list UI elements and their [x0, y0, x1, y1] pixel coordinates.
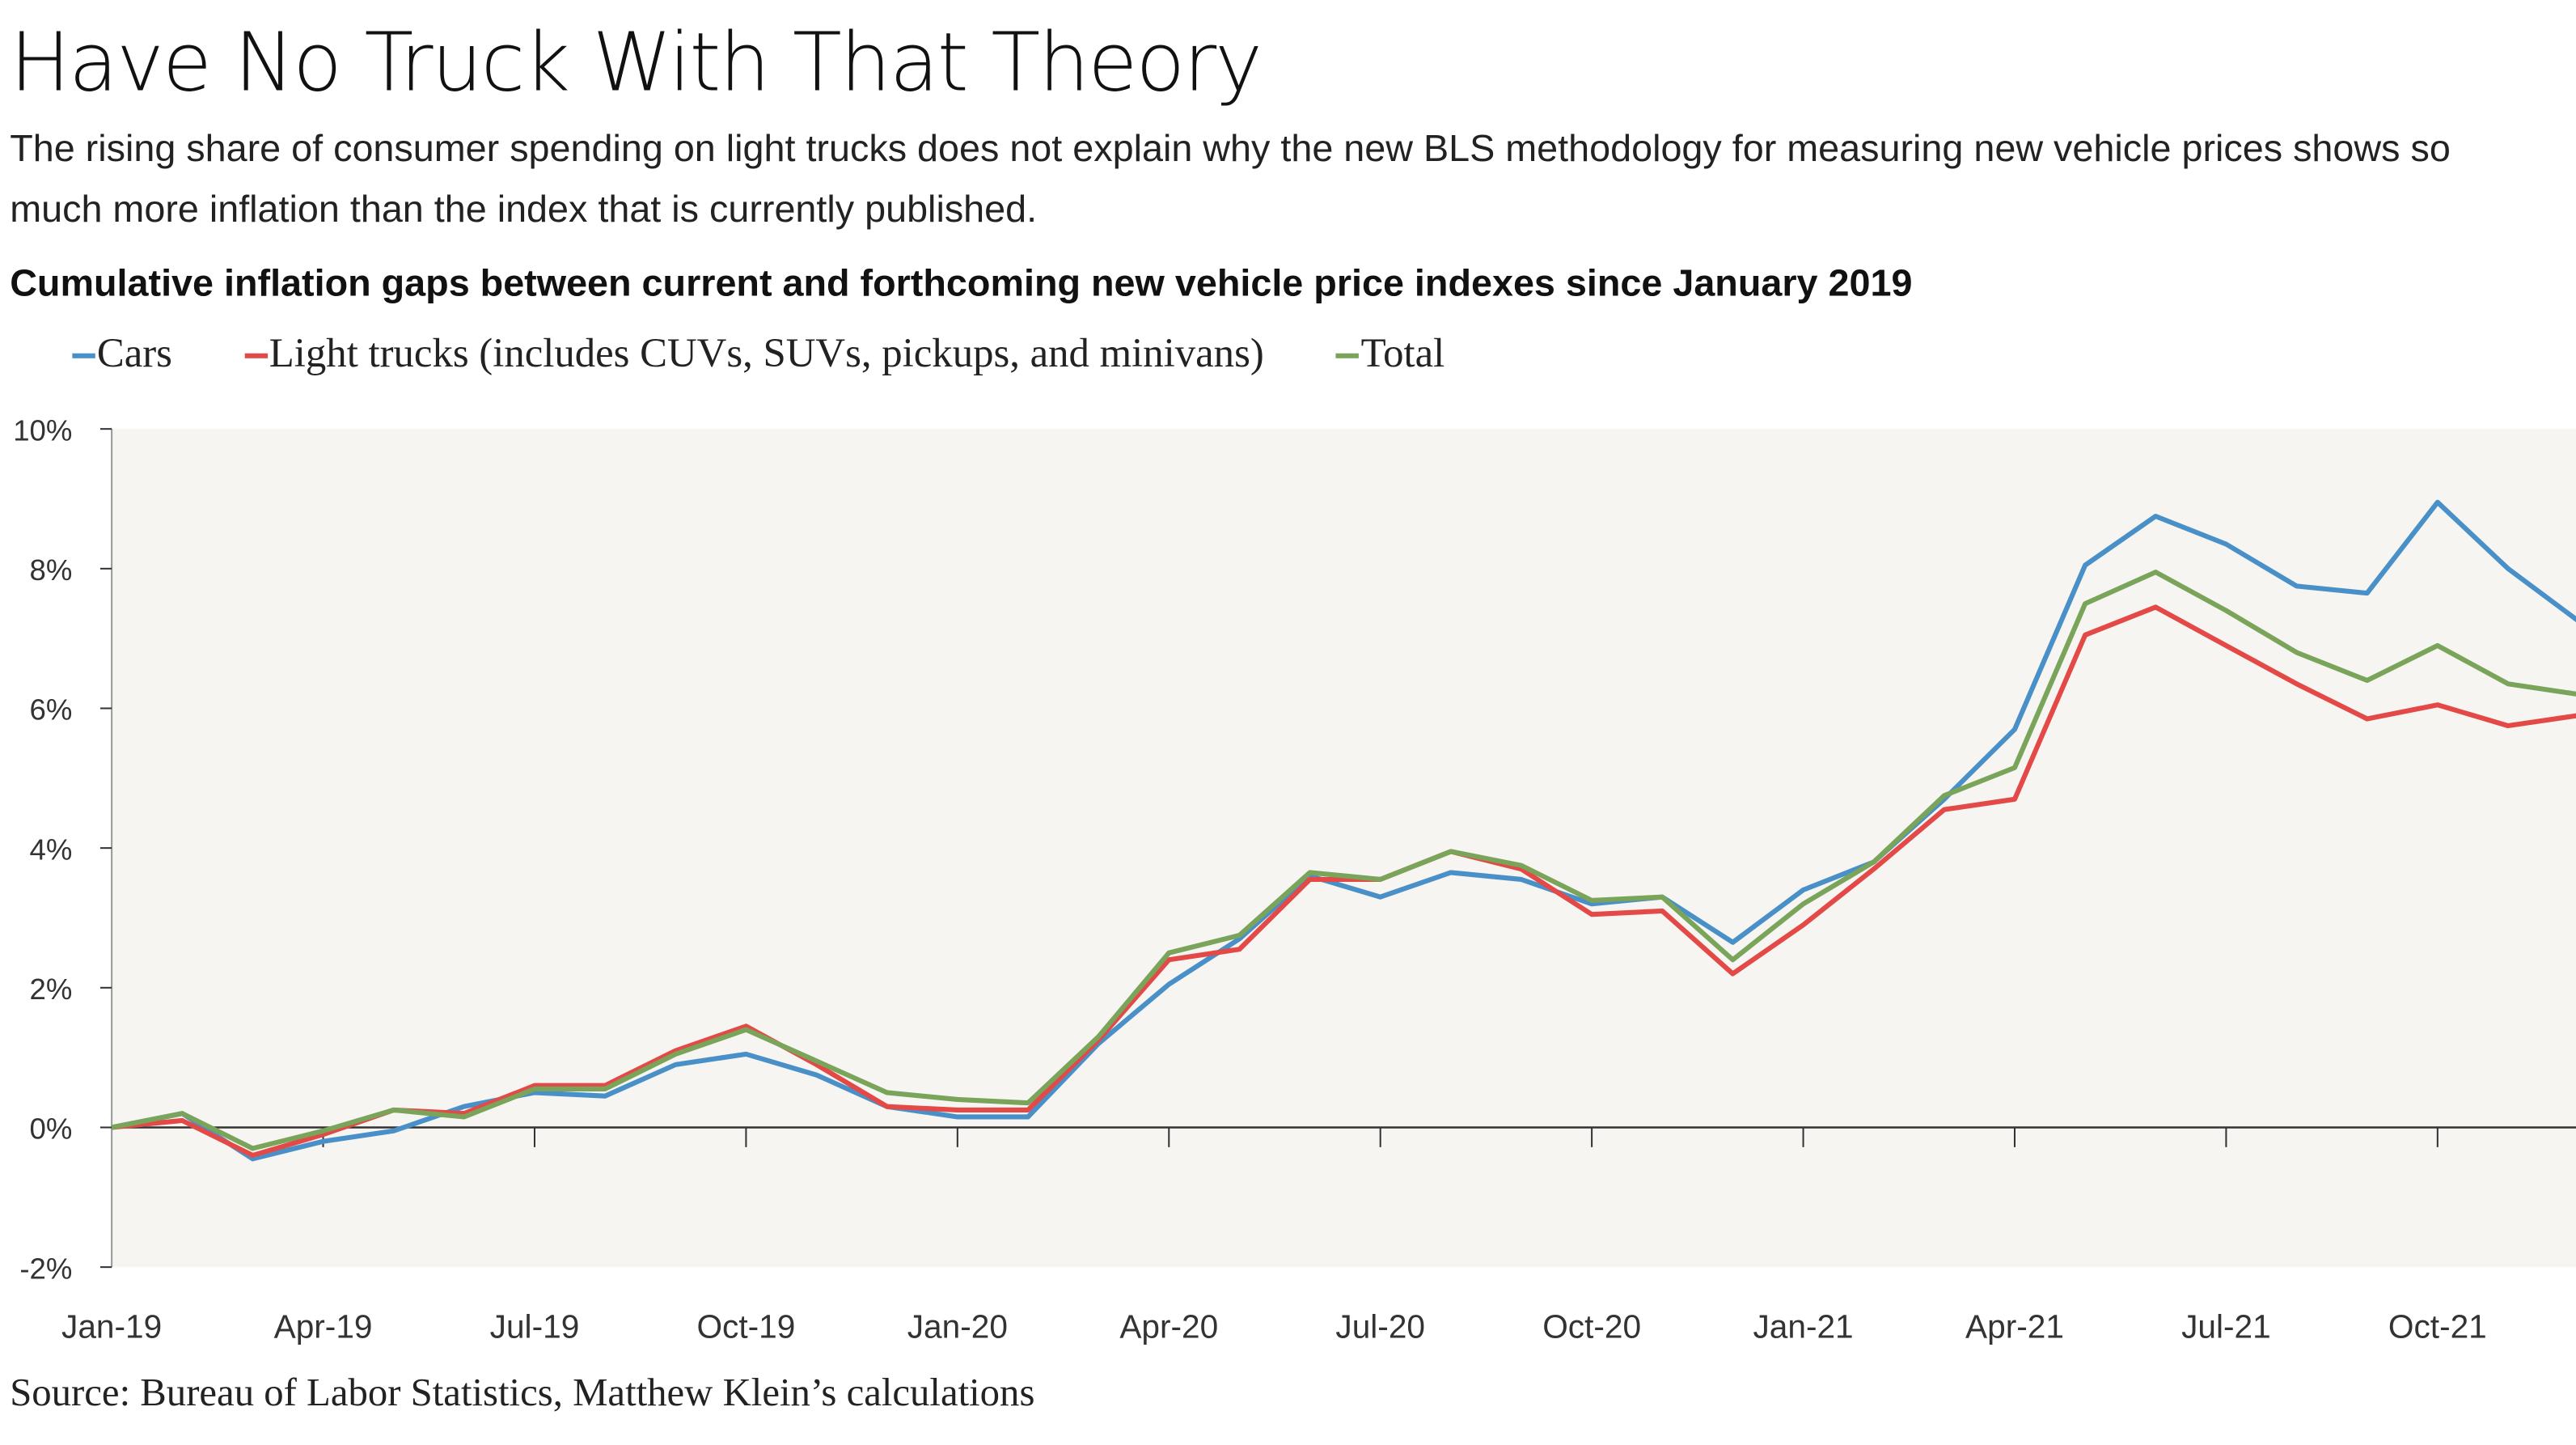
x-tick-label: Apr-20 — [1119, 1307, 1218, 1345]
x-tick-label: Apr-21 — [1965, 1307, 2064, 1345]
chart-title: Cumulative inflation gaps between curren… — [10, 261, 1913, 304]
legend: Cars Light trucks (includes CUVs, SUVs, … — [72, 332, 1445, 378]
series-line-total — [112, 570, 2576, 1151]
x-tick-label: Jan-21 — [1753, 1307, 1853, 1345]
x-tick-label: Oct-21 — [2388, 1307, 2487, 1345]
legend-item-trucks: Light trucks (includes CUVs, SUVs, picku… — [244, 332, 1264, 378]
y-tick-label: 8% — [30, 553, 73, 587]
x-tick-label: Jan-20 — [907, 1307, 1008, 1345]
legend-swatch-trucks — [244, 352, 268, 358]
x-tick-label: Apr-19 — [274, 1307, 373, 1345]
x-tick-label: Oct-19 — [696, 1307, 795, 1345]
x-tick-label: Oct-20 — [1542, 1307, 1641, 1345]
source-note: Source: Bureau of Labor Statistics, Matt… — [10, 1372, 1035, 1415]
legend-label: Total — [1360, 332, 1445, 377]
series-line-trucks — [112, 604, 2576, 1159]
x-tick-label: Jul-21 — [2181, 1307, 2271, 1345]
legend-label: Light trucks (includes CUVs, SUVs, picku… — [269, 332, 1264, 377]
legend-item-cars: Cars — [72, 332, 172, 378]
y-tick-label: 0% — [30, 1112, 73, 1146]
x-tick-label: Jan-19 — [61, 1307, 162, 1345]
y-tick-label: -2% — [19, 1252, 72, 1285]
page-title: Have No Truck With That Theory — [10, 16, 1263, 111]
subtitle: The rising share of consumer spending on… — [10, 126, 2451, 231]
y-tick-label: 10% — [13, 413, 72, 447]
y-tick-label: 4% — [30, 833, 73, 866]
x-tick-label: Jul-20 — [1335, 1307, 1425, 1345]
x-tick-label: Jul-19 — [490, 1307, 580, 1345]
legend-label: Cars — [96, 332, 172, 377]
legend-swatch-cars — [72, 352, 95, 358]
legend-swatch-total — [1336, 352, 1360, 358]
y-tick-label: 2% — [30, 973, 73, 1006]
legend-item-total: Total — [1336, 332, 1445, 378]
y-tick-label: 6% — [30, 693, 73, 727]
plot-area — [112, 429, 2576, 1268]
